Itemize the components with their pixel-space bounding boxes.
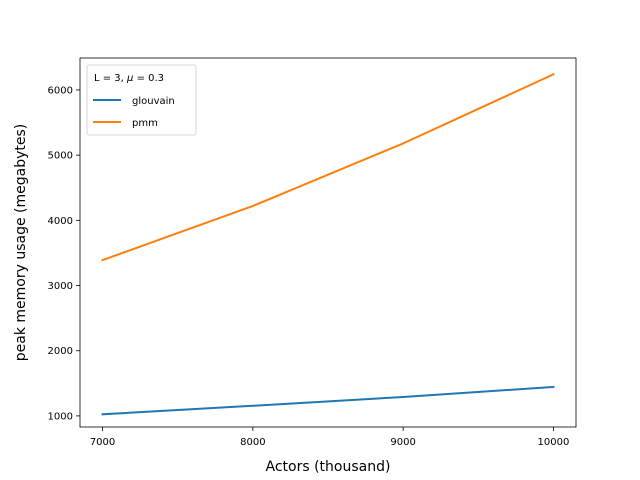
x-tick-label: 8000 [240,437,265,448]
y-axis-label: peak memory usage (megabytes) [13,124,29,362]
x-tick-label: 9000 [390,437,415,448]
y-tick-label: 6000 [48,85,73,96]
x-axis-ticks: 7000 8000 9000 10000 [90,427,570,448]
y-tick-label: 1000 [48,411,73,422]
x-axis-label: Actors (thousand) [266,459,391,475]
legend-label-glouvain: glouvain [132,96,175,107]
y-tick-label: 5000 [48,151,73,162]
series-line-pmm [101,72,555,262]
legend-title: L = 3, μ = 0.3 [94,73,164,84]
y-axis-ticks: 1000 2000 3000 4000 5000 6000 [48,85,80,422]
y-tick-label: 4000 [48,216,73,227]
x-tick-label: 7000 [90,437,115,448]
legend-entries: glouvain pmm [93,96,175,129]
legend-label-pmm: pmm [132,118,158,129]
y-tick-label: 3000 [48,281,73,292]
legend: L = 3, μ = 0.3 glouvain pmm [86,64,197,136]
plot-area-frame [79,57,577,428]
legend-frame [86,64,197,136]
series-line-glouvain [101,385,555,416]
y-tick-label: 2000 [48,346,73,357]
x-tick-label: 10000 [538,437,570,448]
series-layer [101,72,555,416]
